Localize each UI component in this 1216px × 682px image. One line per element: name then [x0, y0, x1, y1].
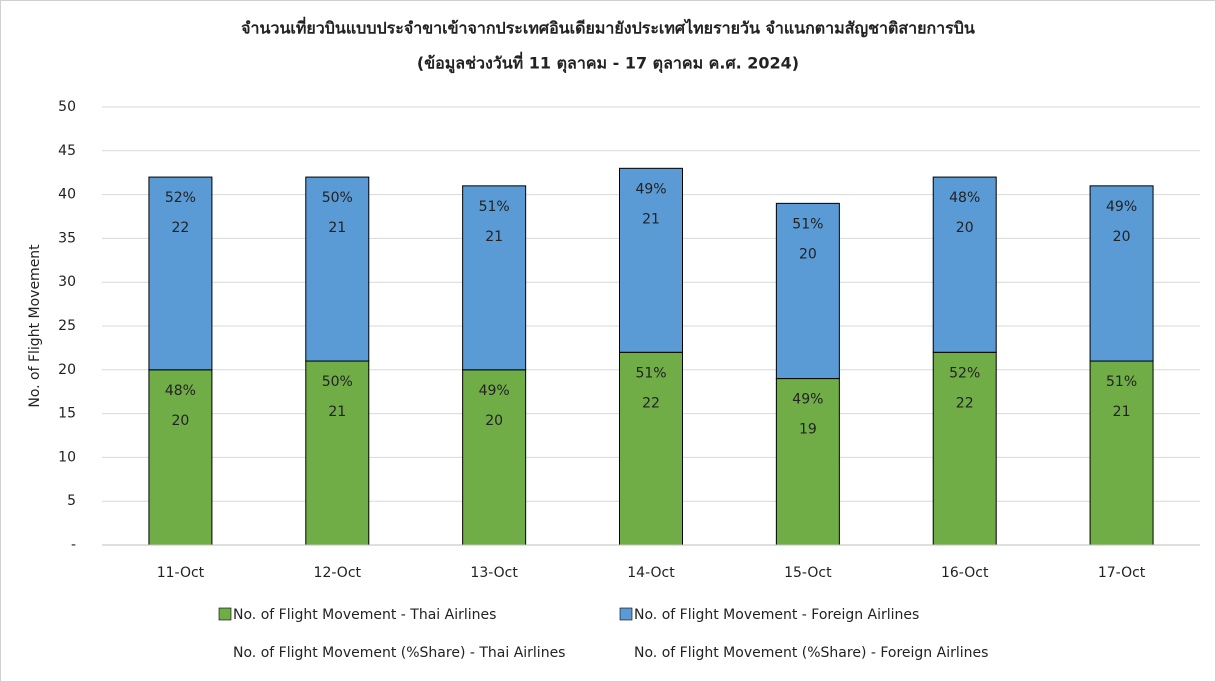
legend-label: No. of Flight Movement (%Share) - Thai A…: [233, 645, 565, 661]
y-tick-label: 5: [67, 493, 76, 509]
y-tick-label: 45: [58, 143, 76, 159]
bar-segment: [932, 176, 997, 353]
legend-label: No. of Flight Movement (%Share) - Foreig…: [634, 645, 988, 661]
share-label: 51%: [479, 199, 510, 215]
value-label: 21: [485, 229, 503, 245]
bar-segment: [619, 351, 683, 546]
value-label: 20: [799, 246, 817, 262]
bar-segment: [619, 167, 683, 353]
chart-title: จำนวนเที่ยวบินแบบประจำขาเข้าจากประเทศอิน…: [241, 17, 975, 39]
bar-segment: [305, 360, 370, 546]
value-label: 22: [956, 395, 974, 411]
share-label: 52%: [949, 365, 980, 381]
x-tick-label: 12-Oct: [314, 565, 362, 581]
x-tick-label: 13-Oct: [470, 565, 518, 581]
bar-segment: [305, 176, 370, 362]
value-label: 22: [172, 220, 190, 236]
value-label: 20: [485, 413, 503, 429]
value-label: 21: [328, 404, 346, 420]
y-tick-label: 35: [58, 230, 76, 246]
x-tick-label: 17-Oct: [1098, 565, 1146, 581]
share-label: 49%: [479, 383, 510, 399]
y-tick-label: 10: [58, 449, 76, 465]
bar-segment: [775, 378, 840, 546]
legend-swatch: [218, 607, 232, 621]
share-label: 48%: [165, 383, 196, 399]
bar-segment: [775, 202, 840, 380]
value-label: 20: [172, 413, 190, 429]
value-label: 19: [799, 422, 817, 438]
y-tick-label: 30: [58, 274, 76, 290]
share-label: 51%: [1106, 374, 1137, 390]
y-tick-label: 40: [58, 187, 76, 203]
bar-segment: [462, 185, 527, 371]
y-axis-label: No. of Flight Movement: [27, 244, 43, 408]
value-label: 21: [1113, 404, 1131, 420]
value-label: 20: [1113, 229, 1131, 245]
share-label: 48%: [949, 190, 980, 206]
share-label: 50%: [322, 374, 353, 390]
x-tick-label: 15-Oct: [784, 565, 832, 581]
chart-subtitle: (ข้อมูลช่วงวันที่ 11 ตุลาคม - 17 ตุลาคม …: [417, 52, 799, 75]
share-label: 49%: [635, 181, 666, 197]
share-label: 49%: [1106, 199, 1137, 215]
share-label: 51%: [635, 365, 666, 381]
y-tick-label: 20: [58, 362, 76, 378]
y-tick-label: 25: [58, 318, 76, 334]
value-label: 21: [642, 211, 660, 227]
share-label: 49%: [792, 392, 823, 408]
bar-segment: [932, 351, 997, 546]
value-label: 20: [956, 220, 974, 236]
legend-label: No. of Flight Movement - Foreign Airline…: [634, 607, 919, 623]
bar-segment: [148, 369, 213, 546]
x-tick-label: 11-Oct: [157, 565, 205, 581]
bar-segment: [1089, 185, 1154, 362]
value-label: 22: [642, 395, 660, 411]
y-tick-label: -: [71, 537, 76, 553]
bar-segment: [148, 176, 213, 371]
y-tick-label: 15: [58, 406, 76, 422]
share-label: 51%: [792, 216, 823, 232]
x-tick-label: 16-Oct: [941, 565, 989, 581]
x-tick-label: 14-Oct: [627, 565, 675, 581]
share-label: 50%: [322, 190, 353, 206]
share-label: 52%: [165, 190, 196, 206]
legend-label: No. of Flight Movement - Thai Airlines: [233, 607, 496, 623]
y-tick-label: 50: [58, 99, 76, 115]
legend-swatch: [619, 607, 633, 621]
value-label: 21: [328, 220, 346, 236]
